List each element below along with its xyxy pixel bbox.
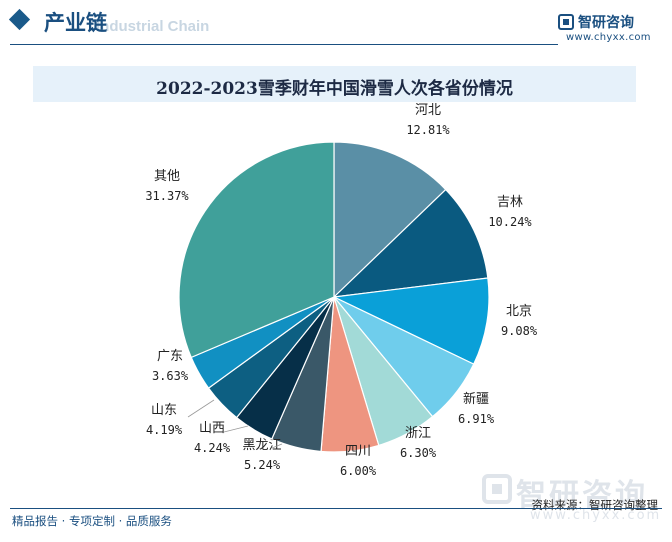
watermark-url: www.chyxx.com — [530, 508, 662, 523]
header-divider — [10, 44, 558, 45]
footer-tagline: 精品报告 · 专项定制 · 品质服务 — [12, 514, 172, 528]
slice-label-4: 新疆 — [463, 391, 489, 407]
leader-line-9 — [187, 399, 215, 418]
slice-percent-2: 10.24% — [488, 215, 532, 229]
header-title: 产业链 — [44, 11, 107, 35]
slice-percent-5: 6.30% — [400, 446, 437, 460]
source-note: 资料来源：智研咨询整理 — [531, 498, 659, 512]
brand-logo-icon — [558, 14, 574, 30]
watermark: 智研咨询 www.chyxx.com — [480, 470, 660, 530]
footer-divider — [10, 508, 662, 509]
header-subtitle: Industrial Chain — [96, 18, 210, 35]
page-header: Industrial Chain 产业链 智研咨询 www.chyxx.com — [0, 0, 672, 48]
slice-percent-7: 5.24% — [244, 458, 281, 472]
slice-percent-10: 3.63% — [152, 369, 189, 383]
slice-percent-6: 6.00% — [340, 464, 377, 478]
slice-label-10: 广东 — [157, 349, 183, 364]
brand-logo-block[interactable]: 智研咨询 www.chyxx.com — [558, 12, 662, 46]
watermark-name: 智研咨询 — [516, 478, 648, 513]
slice-percent-8: 4.24% — [194, 441, 231, 455]
watermark-logo-icon — [482, 474, 512, 504]
slice-label-6: 四川 — [345, 444, 371, 459]
slice-label-1: 河北 — [415, 103, 441, 118]
slice-label-3: 北京 — [506, 304, 532, 319]
slice-label-11: 其他 — [154, 169, 180, 184]
pie-slice-1 — [333, 141, 447, 299]
slice-percent-3: 9.08% — [501, 324, 538, 338]
leader-line-8 — [223, 425, 249, 433]
slice-percent-1: 12.81% — [406, 123, 450, 137]
brand-url: www.chyxx.com — [566, 32, 651, 43]
slice-label-5: 浙江 — [405, 426, 431, 441]
slice-percent-4: 6.91% — [458, 412, 495, 426]
chart-title: 2022-2023雪季财年中国滑雪人次各省份情况 — [156, 79, 513, 99]
slice-label-8: 山西 — [199, 421, 225, 436]
brand-name: 智研咨询 — [578, 15, 634, 31]
slice-percent-11: 31.37% — [145, 189, 189, 203]
pie-slice-11 — [178, 141, 335, 359]
slice-label-9: 山东 — [151, 403, 177, 418]
chart-title-bar: 2022-2023雪季财年中国滑雪人次各省份情况 — [33, 66, 636, 102]
slice-percent-9: 4.19% — [146, 423, 183, 437]
slice-label-7: 黑龙江 — [242, 438, 281, 453]
leader-line-7 — [271, 443, 283, 449]
slice-label-2: 吉林 — [497, 195, 523, 210]
pie-slice-2 — [332, 188, 489, 298]
pie-slice-3 — [331, 277, 490, 365]
